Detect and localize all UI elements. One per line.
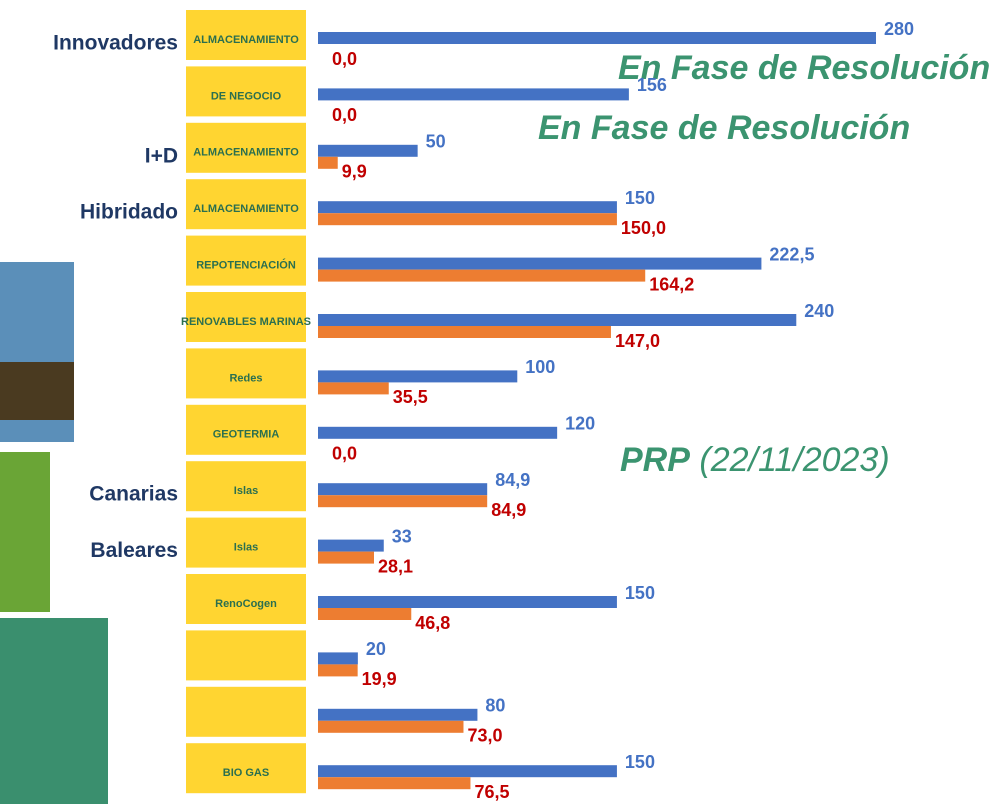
category-label: I+D bbox=[145, 144, 178, 167]
value-label: 84,9 bbox=[491, 500, 526, 520]
icon-label: Redes bbox=[229, 372, 262, 384]
value-label: 0,0 bbox=[332, 105, 357, 125]
value-label: 76,5 bbox=[474, 782, 509, 802]
value-label: 46,8 bbox=[415, 613, 450, 633]
bar bbox=[318, 721, 463, 733]
value-label: 0,0 bbox=[332, 444, 357, 464]
icon-label: REPOTENCIACIÓN bbox=[196, 259, 296, 272]
bar bbox=[318, 652, 358, 664]
bar bbox=[318, 552, 374, 564]
value-label: 150 bbox=[625, 752, 655, 772]
category-label: Canarias bbox=[89, 483, 178, 506]
bar bbox=[318, 709, 477, 721]
value-label: 28,1 bbox=[378, 556, 413, 576]
icon-label: ALMACENAMIENTO bbox=[193, 203, 299, 215]
value-label: 280 bbox=[884, 19, 914, 39]
value-label: 150 bbox=[625, 583, 655, 603]
annotation: En Fase de Resolución bbox=[618, 49, 990, 87]
image bbox=[0, 618, 108, 804]
bar bbox=[318, 382, 389, 394]
bar bbox=[318, 664, 358, 676]
annotation: PRP (22/11/2023) bbox=[620, 441, 890, 479]
icon bbox=[186, 687, 306, 737]
icon-label: RenoCogen bbox=[215, 598, 277, 610]
icon bbox=[186, 630, 306, 680]
icon-label: ALMACENAMIENTO bbox=[193, 147, 299, 159]
annotation: En Fase de Resolución bbox=[538, 109, 910, 147]
icon-label: GEOTERMIA bbox=[213, 429, 280, 441]
value-label: 50 bbox=[426, 132, 446, 152]
category-label: Hibridado bbox=[80, 201, 178, 224]
value-label: 150 bbox=[625, 188, 655, 208]
icon-label: Islas bbox=[234, 485, 258, 497]
bar bbox=[318, 427, 557, 439]
value-label: 73,0 bbox=[467, 726, 502, 746]
bar bbox=[318, 157, 338, 169]
value-label: 35,5 bbox=[393, 387, 428, 407]
bar bbox=[318, 201, 617, 213]
side-images bbox=[0, 262, 108, 804]
icon-label: RENOVABLES MARINAS bbox=[181, 316, 311, 328]
bar bbox=[318, 213, 617, 225]
bar bbox=[318, 370, 517, 382]
value-label: 156 bbox=[637, 75, 667, 95]
bar bbox=[318, 32, 876, 44]
prp: PRP bbox=[620, 441, 690, 479]
icon-label: DE NEGOCIO bbox=[211, 90, 282, 102]
bar bbox=[318, 88, 629, 100]
bar bbox=[318, 495, 487, 507]
category-label: Innovadores bbox=[53, 32, 178, 55]
value-label: 222,5 bbox=[769, 244, 814, 264]
bar bbox=[318, 258, 761, 270]
bar bbox=[318, 765, 617, 777]
bar bbox=[318, 483, 487, 495]
value-label: 80 bbox=[485, 696, 505, 716]
value-label: 240 bbox=[804, 301, 834, 321]
icon-label: ALMACENAMIENTO bbox=[193, 34, 299, 46]
bar bbox=[318, 777, 470, 789]
bar bbox=[318, 540, 384, 552]
value-label: 100 bbox=[525, 357, 555, 377]
value-label: 164,2 bbox=[649, 274, 694, 294]
value-label: 150,0 bbox=[621, 218, 666, 238]
chart: En Fase de Resolución En Fase de Resoluc… bbox=[0, 0, 1002, 804]
icon-label: BIO GAS bbox=[223, 767, 269, 779]
bar bbox=[318, 314, 796, 326]
bar bbox=[318, 326, 611, 338]
value-label: 120 bbox=[565, 414, 595, 434]
value-label: 9,9 bbox=[342, 162, 367, 182]
value-label: 147,0 bbox=[615, 331, 660, 351]
image bbox=[0, 362, 74, 420]
page: {"chart_data": {"type": "bar", "orientat… bbox=[0, 0, 1002, 804]
value-label: 19,9 bbox=[362, 669, 397, 689]
value-label: 0,0 bbox=[332, 49, 357, 69]
bar bbox=[318, 596, 617, 608]
value-label: 33 bbox=[392, 526, 412, 546]
bar bbox=[318, 270, 645, 282]
value-label: 84,9 bbox=[495, 470, 530, 490]
image bbox=[0, 452, 50, 612]
value-label: 20 bbox=[366, 639, 386, 659]
bar bbox=[318, 608, 411, 620]
category-label: Baleares bbox=[90, 539, 178, 562]
prp-date: (22/11/2023) bbox=[699, 441, 889, 479]
bar bbox=[318, 145, 418, 157]
icon-label: Islas bbox=[234, 542, 258, 554]
